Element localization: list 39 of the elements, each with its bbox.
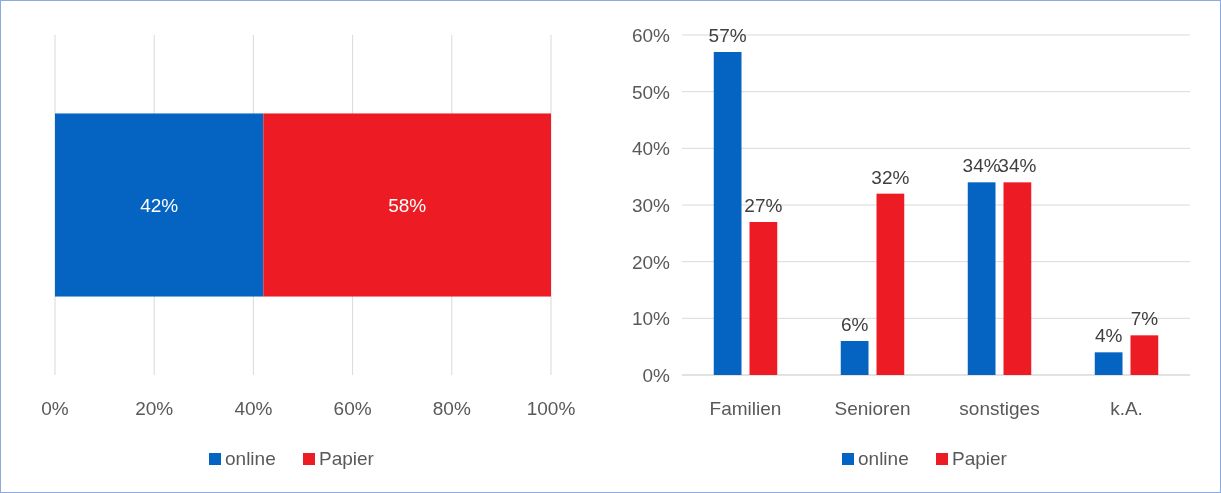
data-label: 32% <box>871 166 910 188</box>
data-label: 57% <box>708 25 747 46</box>
data-label: 34% <box>962 155 1001 177</box>
y-tick-label: 30% <box>631 195 671 216</box>
bar <box>1130 335 1159 375</box>
y-tick-label: 40% <box>631 138 671 160</box>
bar <box>713 52 742 375</box>
y-tick-label: 10% <box>631 308 671 330</box>
x-tick-label: k.A. <box>1110 398 1143 419</box>
y-tick-label: 0% <box>642 365 671 386</box>
x-tick-label: 0% <box>41 398 69 419</box>
y-tick-label: 20% <box>631 251 671 273</box>
legend-label: Papier <box>952 448 1008 469</box>
data-label: 42% <box>140 195 179 216</box>
bar <box>840 341 869 375</box>
x-tick-label: 40% <box>234 398 273 419</box>
legend-label: Papier <box>319 448 375 469</box>
y-tick-label: 50% <box>631 81 671 103</box>
bar <box>876 193 905 375</box>
data-label: 7% <box>1130 308 1159 330</box>
bar <box>967 182 996 375</box>
bar <box>749 222 778 375</box>
legend-label: online <box>225 448 276 469</box>
x-tick-label: 100% <box>526 398 576 419</box>
x-tick-label: sonstiges <box>959 398 1040 419</box>
legend-label: online <box>858 448 909 469</box>
x-tick-label: 60% <box>333 398 372 419</box>
data-label: 4% <box>1094 325 1123 347</box>
bar <box>1003 182 1032 375</box>
x-tick-label: Senioren <box>834 398 911 419</box>
x-tick-label: Familien <box>709 398 782 419</box>
data-label: 6% <box>840 314 869 335</box>
data-label: 27% <box>744 195 783 216</box>
x-tick-label: 20% <box>135 398 174 419</box>
y-tick-label: 60% <box>631 25 671 46</box>
data-label: 58% <box>388 195 427 216</box>
data-label: 34% <box>998 155 1037 177</box>
x-tick-label: 80% <box>432 398 471 419</box>
bar <box>1094 352 1123 375</box>
